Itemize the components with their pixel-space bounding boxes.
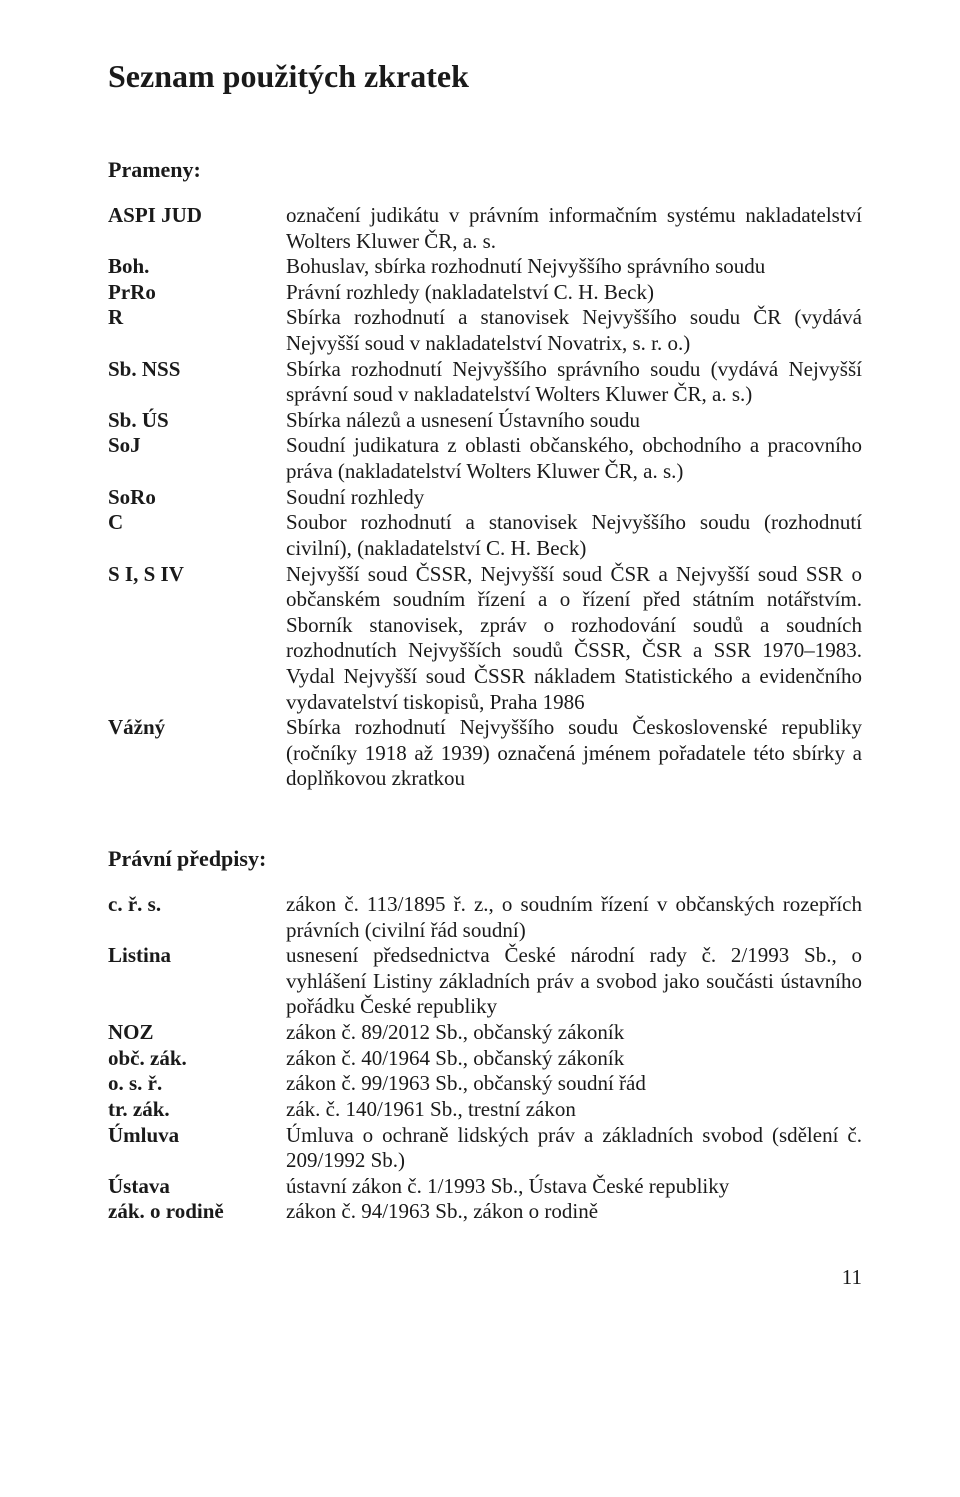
definition-term: Ústava bbox=[108, 1174, 286, 1200]
definition-desc: usnesení předsednictva České národní rad… bbox=[286, 943, 862, 1020]
definition-row: Ústava ústavní zákon č. 1/1993 Sb., Ústa… bbox=[108, 1174, 862, 1200]
definition-term: NOZ bbox=[108, 1020, 286, 1046]
definition-desc: zákon č. 40/1964 Sb., občanský zákoník bbox=[286, 1046, 862, 1072]
definition-term: o. s. ř. bbox=[108, 1071, 286, 1097]
definition-row: NOZ zákon č. 89/2012 Sb., občanský zákon… bbox=[108, 1020, 862, 1046]
section-heading-predpisy: Právní předpisy: bbox=[108, 846, 862, 872]
definition-term: tr. zák. bbox=[108, 1097, 286, 1123]
definition-term: SoJ bbox=[108, 433, 286, 459]
page-title: Seznam použitých zkratek bbox=[108, 58, 862, 95]
definition-desc: ústavní zákon č. 1/1993 Sb., Ústava Česk… bbox=[286, 1174, 862, 1200]
definition-term: c. ř. s. bbox=[108, 892, 286, 918]
definition-desc: Sbírka nálezů a usnesení Ústavního soudu bbox=[286, 408, 862, 434]
definition-row: Vážný Sbírka rozhodnutí Nejvyššího soudu… bbox=[108, 715, 862, 792]
definition-row: c. ř. s. zákon č. 113/1895 ř. z., o soud… bbox=[108, 892, 862, 943]
definition-row: C Soubor rozhodnutí a stanovisek Nejvyšš… bbox=[108, 510, 862, 561]
definition-term: obč. zák. bbox=[108, 1046, 286, 1072]
definition-desc: zák. č. 140/1961 Sb., trestní zákon bbox=[286, 1097, 862, 1123]
definition-term: Úmluva bbox=[108, 1123, 286, 1149]
page-number: 11 bbox=[108, 1265, 862, 1290]
definition-row: S I, S IV Nejvyšší soud ČSSR, Nejvyšší s… bbox=[108, 562, 862, 716]
definition-desc: Soudní rozhledy bbox=[286, 485, 862, 511]
definition-desc: Sbírka rozhodnutí a stanovisek Nejvyššíh… bbox=[286, 305, 862, 356]
definition-row: Sb. NSS Sbírka rozhodnutí Nejvyššího spr… bbox=[108, 357, 862, 408]
definition-term: zák. o rodině bbox=[108, 1199, 286, 1225]
definition-desc: Nejvyšší soud ČSSR, Nejvyšší soud ČSR a … bbox=[286, 562, 862, 716]
definition-row: SoJ Soudní judikatura z oblasti občanské… bbox=[108, 433, 862, 484]
definition-row: ASPI JUD označení judikátu v právním inf… bbox=[108, 203, 862, 254]
definition-term: Boh. bbox=[108, 254, 286, 280]
definition-desc: Soubor rozhodnutí a stanovisek Nejvyššíh… bbox=[286, 510, 862, 561]
definition-term: ASPI JUD bbox=[108, 203, 286, 229]
definition-row: Boh. Bohuslav, sbírka rozhodnutí Nejvyšš… bbox=[108, 254, 862, 280]
definition-row: tr. zák. zák. č. 140/1961 Sb., trestní z… bbox=[108, 1097, 862, 1123]
definition-desc: Sbírka rozhodnutí Nejvyššího správního s… bbox=[286, 357, 862, 408]
definition-list-predpisy: c. ř. s. zákon č. 113/1895 ř. z., o soud… bbox=[108, 892, 862, 1225]
definition-term: C bbox=[108, 510, 286, 536]
definition-desc: Sbírka rozhodnutí Nejvyššího soudu Česko… bbox=[286, 715, 862, 792]
definition-row: Sb. ÚS Sbírka nálezů a usnesení Ústavníh… bbox=[108, 408, 862, 434]
definition-list-prameny: ASPI JUD označení judikátu v právním inf… bbox=[108, 203, 862, 792]
definition-row: R Sbírka rozhodnutí a stanovisek Nejvyšš… bbox=[108, 305, 862, 356]
definition-desc: označení judikátu v právním informačním … bbox=[286, 203, 862, 254]
definition-row: o. s. ř. zákon č. 99/1963 Sb., občanský … bbox=[108, 1071, 862, 1097]
definition-desc: Soudní judikatura z oblasti občanského, … bbox=[286, 433, 862, 484]
definition-row: Listina usnesení předsednictva České nár… bbox=[108, 943, 862, 1020]
definition-term: Sb. NSS bbox=[108, 357, 286, 383]
definition-row: zák. o rodině zákon č. 94/1963 Sb., záko… bbox=[108, 1199, 862, 1225]
definition-desc: Bohuslav, sbírka rozhodnutí Nejvyššího s… bbox=[286, 254, 862, 280]
definition-term: S I, S IV bbox=[108, 562, 286, 588]
definition-row: Úmluva Úmluva o ochraně lidských práv a … bbox=[108, 1123, 862, 1174]
definition-desc: zákon č. 94/1963 Sb., zákon o rodině bbox=[286, 1199, 862, 1225]
definition-row: SoRo Soudní rozhledy bbox=[108, 485, 862, 511]
definition-term: PrRo bbox=[108, 280, 286, 306]
definition-row: obč. zák. zákon č. 40/1964 Sb., občanský… bbox=[108, 1046, 862, 1072]
definition-term: SoRo bbox=[108, 485, 286, 511]
definition-row: PrRo Právní rozhledy (nakladatelství C. … bbox=[108, 280, 862, 306]
definition-desc: Právní rozhledy (nakladatelství C. H. Be… bbox=[286, 280, 862, 306]
definition-desc: zákon č. 99/1963 Sb., občanský soudní řá… bbox=[286, 1071, 862, 1097]
definition-term: R bbox=[108, 305, 286, 331]
definition-term: Listina bbox=[108, 943, 286, 969]
definition-term: Sb. ÚS bbox=[108, 408, 286, 434]
definition-desc: zákon č. 113/1895 ř. z., o soudním řízen… bbox=[286, 892, 862, 943]
definition-term: Vážný bbox=[108, 715, 286, 741]
definition-desc: Úmluva o ochraně lidských práv a základn… bbox=[286, 1123, 862, 1174]
definition-desc: zákon č. 89/2012 Sb., občanský zákoník bbox=[286, 1020, 862, 1046]
section-heading-prameny: Prameny: bbox=[108, 157, 862, 183]
